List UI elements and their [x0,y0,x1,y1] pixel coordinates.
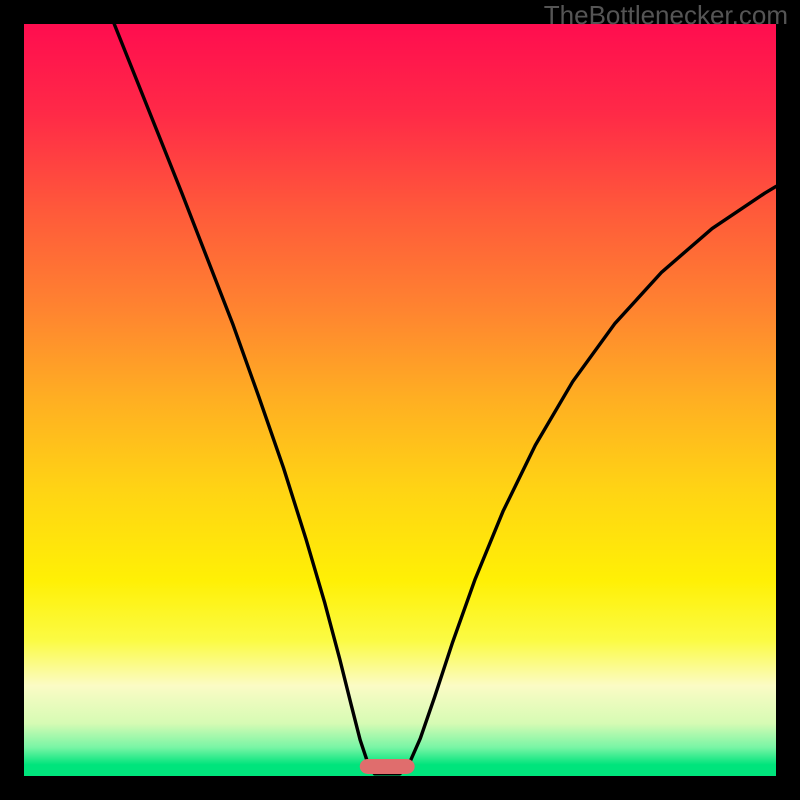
optimal-marker [360,759,415,774]
plot-background [24,24,776,776]
watermark-text: TheBottlenecker.com [544,0,788,30]
bottleneck-chart: TheBottlenecker.com [0,0,800,800]
